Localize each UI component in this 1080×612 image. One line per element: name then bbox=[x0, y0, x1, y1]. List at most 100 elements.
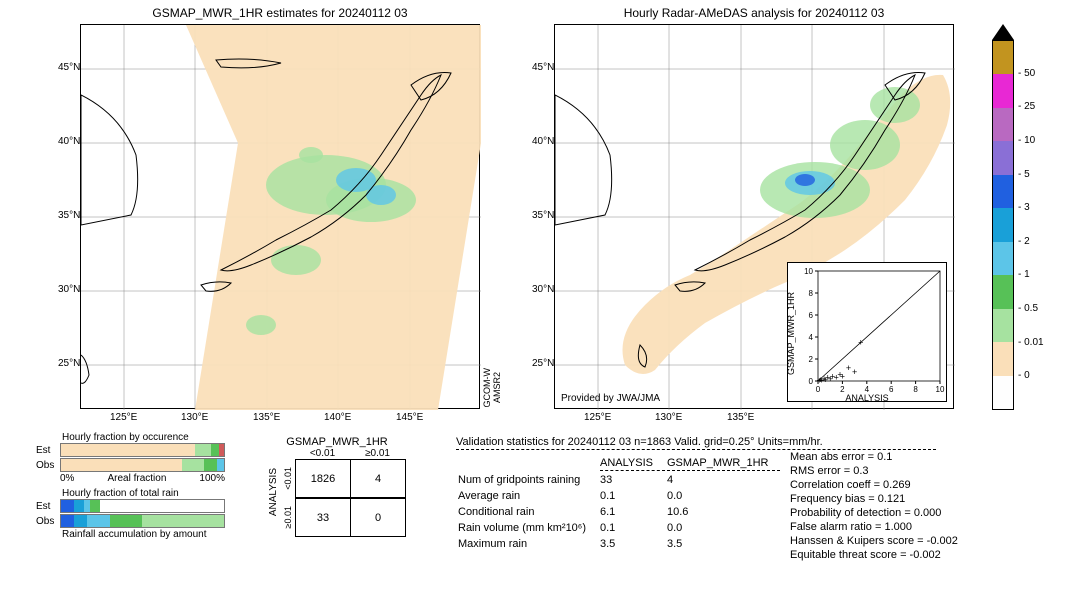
svg-text:+: + bbox=[846, 363, 851, 373]
ytick: 40°N bbox=[532, 136, 554, 147]
col-label: <0.01 bbox=[295, 448, 350, 459]
ct-cell: 33 bbox=[296, 499, 351, 537]
xtick: 0% bbox=[60, 473, 74, 484]
stats-cell: 33 bbox=[600, 473, 665, 487]
occurrence-est-bar bbox=[60, 443, 225, 457]
xtick: 145°E bbox=[396, 412, 423, 423]
total-obs-bar bbox=[60, 514, 225, 528]
svg-text:4: 4 bbox=[809, 333, 814, 342]
colorbar-tick: - 3 bbox=[1018, 202, 1030, 213]
stats-cell: 0.0 bbox=[667, 521, 780, 535]
col-label: ≥0.01 bbox=[350, 448, 405, 459]
stats-metric: Hanssen & Kuipers score = -0.002 bbox=[790, 534, 958, 548]
xtick: 135°E bbox=[253, 412, 280, 423]
row-label: <0.01 bbox=[283, 467, 295, 490]
ytick: 25°N bbox=[58, 358, 80, 369]
contingency-col-header: GSMAP_MWR_1HR bbox=[268, 436, 406, 448]
xtick: 130°E bbox=[655, 412, 682, 423]
contingency-row-header: ANALYSIS bbox=[268, 468, 279, 516]
right-map-title: Hourly Radar-AMeDAS analysis for 2024011… bbox=[554, 6, 954, 20]
xtick: 130°E bbox=[181, 412, 208, 423]
stats-cell: Conditional rain bbox=[458, 505, 598, 519]
row-label: Obs bbox=[36, 516, 60, 527]
total-est-bar bbox=[60, 499, 225, 513]
occurrence-title: Hourly fraction by occurence bbox=[62, 432, 246, 443]
sensor-label: GCOM-W bbox=[482, 368, 492, 408]
stats-cell: Maximum rain bbox=[458, 537, 598, 551]
stats-metric: RMS error = 0.3 bbox=[790, 464, 958, 478]
svg-text:0: 0 bbox=[809, 377, 814, 386]
colorbar-labels: - 0 - 0.01 - 0.5 - 1 - 2 - 3 - 5 - 10 - 25 - 50 bbox=[1018, 40, 1050, 410]
ytick: 25°N bbox=[532, 358, 554, 369]
provider-label: Provided by JWA/JMA bbox=[561, 393, 660, 404]
svg-text:10: 10 bbox=[804, 267, 813, 276]
occurrence-obs-bar bbox=[60, 458, 225, 472]
stats-cell: 0.0 bbox=[667, 489, 780, 503]
colorbar-tick: - 0.5 bbox=[1018, 303, 1038, 314]
xtick: 140°E bbox=[324, 412, 351, 423]
stats-cell: Rain volume (mm km²10⁶) bbox=[458, 521, 598, 535]
ytick: 45°N bbox=[58, 62, 80, 73]
stats-cell: Num of gridpoints raining bbox=[458, 473, 598, 487]
colorbar-tick: - 1 bbox=[1018, 269, 1030, 280]
xlabel: Areal fraction bbox=[107, 473, 166, 484]
stats-cell: 0.1 bbox=[600, 521, 665, 535]
stats-metric: Probability of detection = 0.000 bbox=[790, 506, 958, 520]
scatter-xlabel: ANALYSIS bbox=[788, 393, 946, 403]
stats-metric: Correlation coeff = 0.269 bbox=[790, 478, 958, 492]
colorbar-tick: - 2 bbox=[1018, 236, 1030, 247]
colorbar-tick: - 10 bbox=[1018, 135, 1035, 146]
stats-cell: 0.1 bbox=[600, 489, 665, 503]
colorbar-tick: - 0.01 bbox=[1018, 337, 1044, 348]
right-map: Provided by JWA/JMA ++++++++++++++ 02468… bbox=[554, 24, 954, 409]
colorbar-tick: - 50 bbox=[1018, 68, 1035, 79]
col-head: ANALYSIS bbox=[600, 456, 665, 471]
total-title: Hourly fraction of total rain bbox=[62, 488, 246, 499]
stats-metric: Frequency bias = 0.121 bbox=[790, 492, 958, 506]
stats-cell: 3.5 bbox=[600, 537, 665, 551]
stats-table: ANALYSISGSMAP_MWR_1HR Num of gridpoints … bbox=[456, 454, 782, 553]
scatter-ylabel: GSMAP_MWR_1HR bbox=[786, 278, 796, 388]
left-map-title: GSMAP_MWR_1HR estimates for 20240112 03 bbox=[80, 6, 480, 20]
xtick: 135°E bbox=[727, 412, 754, 423]
sensor-label: AMSR2 bbox=[492, 372, 502, 403]
svg-text:2: 2 bbox=[809, 355, 814, 364]
xtick: 125°E bbox=[584, 412, 611, 423]
ytick: 35°N bbox=[58, 210, 80, 221]
ytick: 30°N bbox=[532, 284, 554, 295]
stats-header: Validation statistics for 20240112 03 n=… bbox=[456, 436, 936, 450]
ytick: 40°N bbox=[58, 136, 80, 147]
left-map bbox=[80, 24, 480, 409]
colorbar-tick: - 25 bbox=[1018, 101, 1035, 112]
ct-cell: 4 bbox=[351, 460, 406, 498]
scatter-inset: ++++++++++++++ 0246810 0246810 ANALYSIS … bbox=[787, 262, 947, 402]
svg-text:+: + bbox=[852, 367, 857, 377]
ct-cell: 0 bbox=[351, 499, 406, 537]
ytick: 35°N bbox=[532, 210, 554, 221]
svg-text:+: + bbox=[840, 372, 845, 382]
svg-text:+: + bbox=[858, 338, 863, 348]
row-label: Est bbox=[36, 501, 60, 512]
colorbar-tick: - 0 bbox=[1018, 370, 1030, 381]
xtick: 100% bbox=[199, 473, 225, 484]
stats-metric: False alarm ratio = 1.000 bbox=[790, 520, 958, 534]
row-label: Est bbox=[36, 445, 60, 456]
row-label: Obs bbox=[36, 460, 60, 471]
ytick: 30°N bbox=[58, 284, 80, 295]
colorbar-overflow-icon bbox=[992, 24, 1014, 40]
svg-text:6: 6 bbox=[809, 311, 814, 320]
svg-text:8: 8 bbox=[809, 289, 814, 298]
stats-cell: 3.5 bbox=[667, 537, 780, 551]
stats-cell: 10.6 bbox=[667, 505, 780, 519]
colorbar bbox=[992, 40, 1014, 410]
col-head: GSMAP_MWR_1HR bbox=[667, 456, 780, 471]
stats-metric: Equitable threat score = -0.002 bbox=[790, 548, 958, 562]
xtick: 125°E bbox=[110, 412, 137, 423]
stats-cell: 6.1 bbox=[600, 505, 665, 519]
total-footnote: Rainfall accumulation by amount bbox=[62, 529, 246, 540]
ytick: 45°N bbox=[532, 62, 554, 73]
stats-cell: 4 bbox=[667, 473, 780, 487]
stats-metric: Mean abs error = 0.1 bbox=[790, 450, 958, 464]
contingency-panel: GSMAP_MWR_1HR ANALYSIS <0.01 ≥0.01 <0.01… bbox=[268, 436, 406, 537]
colorbar-tick: - 5 bbox=[1018, 169, 1030, 180]
